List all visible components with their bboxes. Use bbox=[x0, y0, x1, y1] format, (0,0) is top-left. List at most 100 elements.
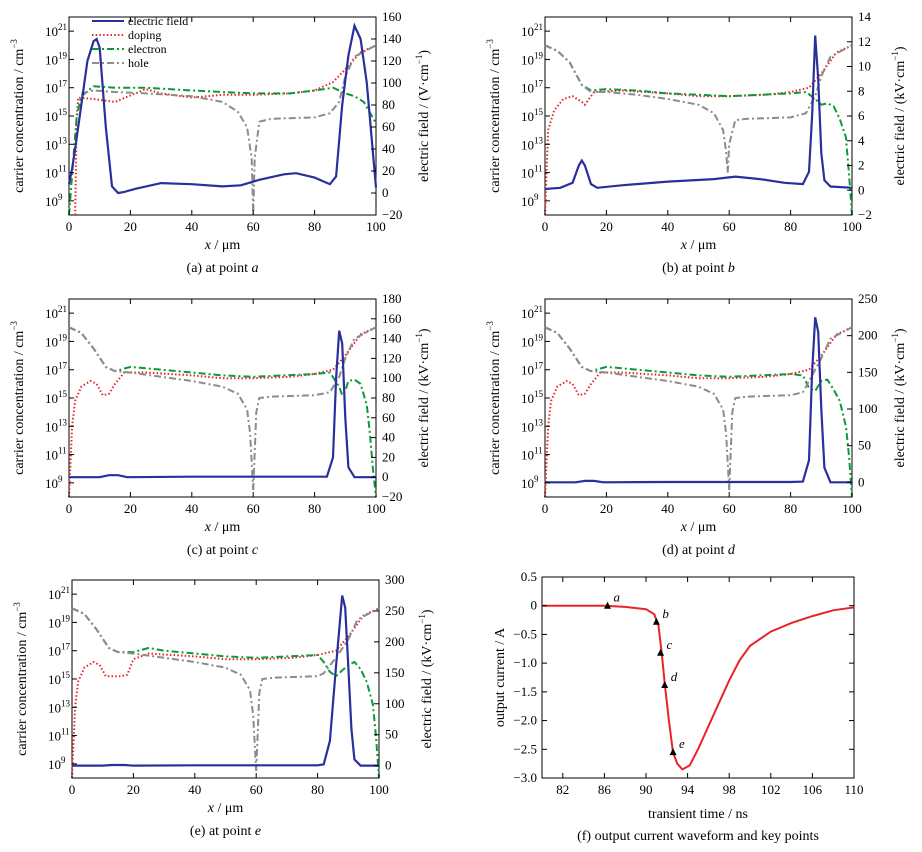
key-point-marker bbox=[669, 748, 677, 756]
x-tick-label: 90 bbox=[640, 782, 653, 797]
y-tick-label: 1017 bbox=[521, 79, 544, 96]
y-tick-right-label: 4 bbox=[858, 133, 865, 148]
panel-c: 0 20 40 60 80 100 109 1011 1013 1015 1017 1019 1021 −… bbox=[9, 291, 432, 558]
x-tick-label: 40 bbox=[185, 219, 198, 234]
tick-exponent: 19 bbox=[61, 613, 71, 623]
xlabel-symbol: x bbox=[680, 238, 688, 253]
ylabel-right: electric field / (kV·cm−1) bbox=[417, 609, 435, 748]
y-tick-right-label: 80 bbox=[382, 97, 395, 112]
y-tick-label: 1017 bbox=[48, 642, 71, 659]
y-tick-label: 1013 bbox=[45, 135, 68, 152]
y-tick-right-label: 300 bbox=[385, 572, 405, 587]
y-tick-right-label: 160 bbox=[382, 311, 402, 326]
hole-line bbox=[726, 44, 853, 173]
y-tick-right-label: 250 bbox=[858, 291, 878, 306]
y-tick-right-label: 0 bbox=[382, 185, 389, 200]
x-tick-label: 100 bbox=[366, 501, 386, 516]
y-tick-label: 1011 bbox=[48, 727, 70, 744]
y-tick-label: −1.5 bbox=[513, 684, 537, 699]
caption-text: (e) at point bbox=[190, 824, 255, 839]
y-tick-right-label: −2 bbox=[858, 207, 872, 222]
y-tick-right-label: 14 bbox=[858, 9, 872, 24]
xlabel-unit: / μm bbox=[211, 238, 240, 253]
ylabel-left: carrier concentration / cm−3 bbox=[9, 321, 27, 475]
current-line bbox=[542, 604, 855, 771]
xlabel-unit: / μm bbox=[687, 238, 716, 253]
electric-field-line bbox=[545, 317, 852, 484]
legend-label: electron bbox=[128, 42, 167, 56]
y-tick-right-label: 200 bbox=[858, 328, 878, 343]
tick-exponent: 15 bbox=[61, 670, 71, 680]
y-tick-label: 1017 bbox=[45, 361, 68, 378]
doping-line bbox=[68, 326, 377, 498]
x-tick-label: 60 bbox=[250, 782, 263, 797]
x-tick-label: 40 bbox=[661, 501, 674, 516]
y-tick-right-label: 80 bbox=[382, 390, 395, 405]
y-tick-label: 1019 bbox=[45, 332, 68, 349]
y-tick-label: 1015 bbox=[521, 389, 544, 406]
y-tick-label: 1013 bbox=[521, 135, 544, 152]
x-tick-label: 0 bbox=[542, 501, 549, 516]
tick-exponent: 9 bbox=[61, 755, 66, 765]
unit-close: ) bbox=[420, 609, 435, 614]
y-tick-right-label: −20 bbox=[382, 207, 402, 222]
y-tick-right-label: 2 bbox=[858, 158, 865, 173]
panel-caption: (b) at point b bbox=[662, 261, 735, 276]
caption-text: (c) at point bbox=[187, 543, 252, 558]
caption-text: (b) at point bbox=[662, 261, 728, 276]
x-tick-label: 60 bbox=[247, 219, 260, 234]
y-tick-label: 1011 bbox=[45, 164, 67, 181]
x-tick-label: 80 bbox=[308, 219, 321, 234]
panel-caption: (c) at point c bbox=[187, 543, 259, 558]
key-point-label: c bbox=[667, 637, 673, 652]
hole-line bbox=[252, 326, 377, 490]
electron-line bbox=[68, 326, 377, 498]
xlabel-symbol: x bbox=[204, 520, 212, 535]
y-tick-right-label: 12 bbox=[858, 34, 871, 49]
y-tick-right-label: 120 bbox=[382, 53, 402, 68]
tick-exponent: 21 bbox=[534, 304, 543, 314]
y-tick-right-label: 8 bbox=[858, 83, 865, 98]
doping-line bbox=[74, 44, 377, 216]
key-point-label: a bbox=[614, 590, 621, 605]
ylabel-right: electric field / (V·cm−1) bbox=[414, 50, 432, 182]
y-tick-right-label: 0 bbox=[858, 474, 865, 489]
hole-line bbox=[81, 44, 377, 216]
key-point-marker bbox=[661, 680, 669, 688]
x-tick-label: 80 bbox=[784, 219, 797, 234]
y-tick-label: 1021 bbox=[45, 304, 67, 321]
ylabel-left: carrier concentration / cm−3 bbox=[485, 39, 503, 193]
legend-label: electric field bbox=[128, 14, 188, 28]
x-tick-label: 60 bbox=[247, 501, 260, 516]
y-tick-right-label: 40 bbox=[382, 141, 395, 156]
y-tick-label: −0.5 bbox=[513, 626, 537, 641]
y-tick-label: 0.5 bbox=[521, 569, 537, 584]
unit-close: ) bbox=[417, 50, 432, 55]
y-tick-right-label: 10 bbox=[858, 59, 871, 74]
tick-exponent: 11 bbox=[534, 164, 543, 174]
xlabel: x / μm bbox=[680, 520, 717, 535]
tick-exponent: 17 bbox=[58, 79, 68, 89]
y-tick-right-label: 0 bbox=[385, 758, 392, 773]
doping-line bbox=[71, 607, 380, 779]
y-tick-right-label: 120 bbox=[382, 350, 402, 365]
y-tick-right-label: 150 bbox=[385, 665, 405, 680]
y-tick-label: 1015 bbox=[48, 670, 71, 687]
caption-point: b bbox=[728, 261, 735, 276]
legend-label: hole bbox=[128, 56, 149, 70]
tick-exponent: 17 bbox=[61, 642, 71, 652]
hole-line bbox=[544, 326, 731, 490]
plot-frame bbox=[71, 579, 380, 779]
tick-exponent: 21 bbox=[58, 304, 67, 314]
key-point-label: e bbox=[679, 736, 685, 751]
tick-exponent: 21 bbox=[58, 22, 67, 32]
x-tick-label: 0 bbox=[542, 219, 549, 234]
x-tick-label: 80 bbox=[311, 782, 324, 797]
plot-frame bbox=[541, 576, 855, 779]
tick-exponent: 21 bbox=[61, 585, 70, 595]
hole-line bbox=[544, 44, 729, 173]
electric-field-line bbox=[69, 330, 376, 479]
y-tick-label: 1015 bbox=[521, 107, 544, 124]
x-tick-label: 86 bbox=[598, 782, 612, 797]
